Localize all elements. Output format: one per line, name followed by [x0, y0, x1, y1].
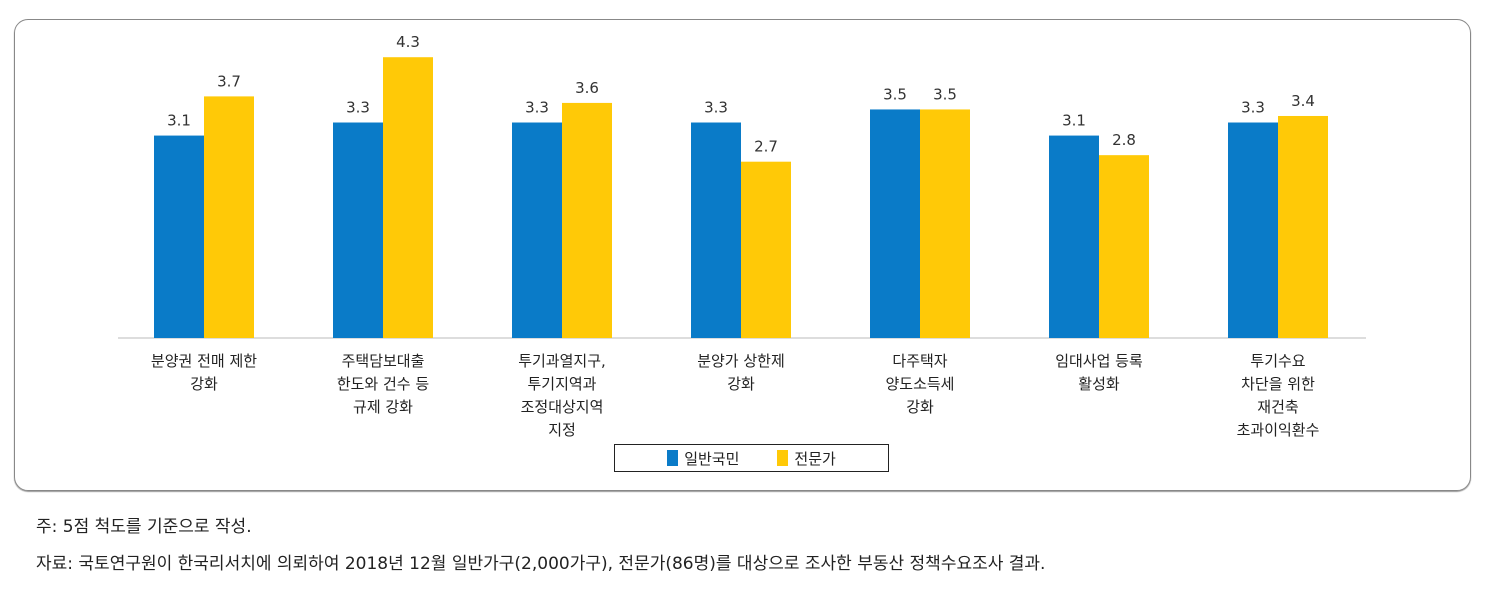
category-label: 활성화 — [1078, 375, 1120, 393]
category-label: 다주택자 — [892, 352, 947, 370]
legend: 일반국민 전문가 — [614, 444, 889, 472]
category-label: 분양가 상한제 — [697, 352, 785, 370]
data-label: 4.3 — [396, 33, 420, 51]
category-label: 규제 강화 — [353, 398, 413, 416]
category-label: 임대사업 등록 — [1055, 352, 1143, 370]
bar-general — [691, 122, 741, 338]
data-label: 3.5 — [933, 85, 957, 103]
legend-label: 전문가 — [794, 449, 836, 468]
data-label: 3.1 — [167, 112, 191, 130]
bar-expert — [383, 57, 433, 339]
bar-expert — [1099, 155, 1149, 338]
data-label: 2.8 — [1112, 131, 1136, 149]
bar-general — [512, 122, 562, 338]
data-label: 3.7 — [217, 72, 241, 90]
data-label: 3.3 — [525, 99, 549, 117]
bar-expert — [1278, 115, 1328, 338]
category-label: 투기지역과 — [527, 375, 596, 393]
category-label: 지정 — [548, 421, 576, 439]
bar-general — [154, 135, 204, 338]
bar-expert — [741, 161, 791, 338]
legend-item-expert: 전문가 — [777, 448, 836, 469]
bar-general — [1228, 122, 1278, 338]
legend-swatch — [667, 450, 679, 466]
category-label: 양도소득세 — [885, 375, 954, 393]
source-text: 자료: 국토연구원이 한국리서치에 의뢰하여 2018년 12월 일반가구(2,… — [36, 554, 1046, 574]
category-label: 분양권 전매 제한 — [151, 352, 257, 370]
data-label: 3.3 — [704, 99, 728, 117]
data-label: 3.3 — [346, 99, 370, 117]
legend-swatch — [777, 450, 789, 466]
legend-label: 일반국민 — [684, 449, 740, 468]
category-label: 차단을 위한 — [1241, 375, 1315, 393]
bar-general — [870, 109, 920, 338]
data-label: 3.1 — [1062, 112, 1086, 130]
category-label: 투기수요 — [1250, 352, 1305, 370]
bar-general — [333, 122, 383, 338]
category-label: 초과이익환수 — [1237, 421, 1320, 439]
bar-expert — [562, 102, 612, 338]
category-label: 재건축 — [1257, 398, 1298, 416]
note-text: 주: 5점 척도를 기준으로 작성. — [36, 517, 252, 537]
category-label: 강화 — [190, 375, 218, 393]
category-label: 강화 — [727, 375, 755, 393]
category-label: 주택담보대출 — [342, 352, 425, 370]
data-label: 3.5 — [883, 85, 907, 103]
legend-item-general: 일반국민 — [667, 448, 739, 469]
data-label: 3.4 — [1291, 92, 1315, 110]
bar-general — [1049, 135, 1099, 338]
category-label: 투기과열지구, — [518, 352, 606, 370]
chart-card — [14, 19, 1471, 491]
data-label: 3.3 — [1241, 99, 1265, 117]
category-label: 강화 — [906, 398, 934, 416]
data-label: 2.7 — [754, 138, 778, 156]
bar-expert — [204, 96, 254, 338]
category-label: 조정대상지역 — [521, 398, 604, 416]
data-label: 3.6 — [575, 79, 599, 97]
bar-expert — [920, 109, 970, 338]
category-label: 한도와 건수 등 — [337, 375, 430, 393]
